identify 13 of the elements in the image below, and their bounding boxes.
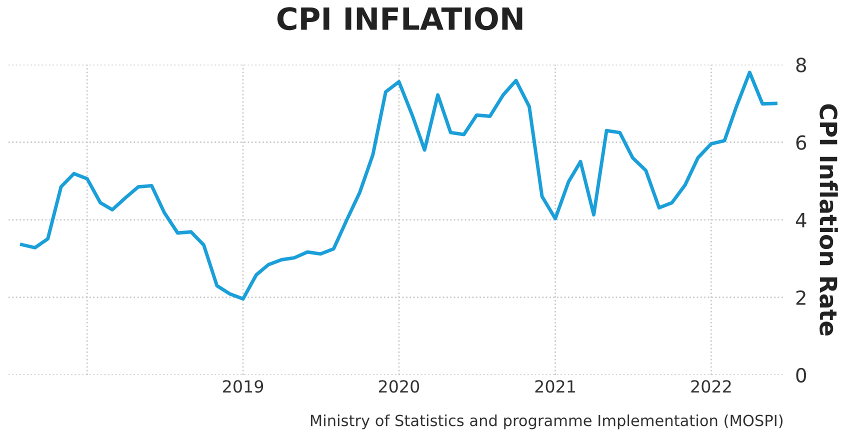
x-tick-label: 2022 <box>691 380 731 393</box>
x-tick-label: 2019 <box>223 380 264 393</box>
chart-title: CPI INFLATION <box>277 7 522 30</box>
text: Ministry of Statistics and programme Implementation (MOSPI) <box>310 414 783 430</box>
x-tick-label: 2021 <box>535 380 575 393</box>
y-tick-label: 8 <box>796 58 806 72</box>
y-tick-label: 4 <box>796 213 806 228</box>
y-tick-label: 2 <box>796 290 806 305</box>
x-tick-label: 2020 <box>378 380 420 393</box>
y-tick-label: 6 <box>796 135 806 150</box>
y-tick-label: 0 <box>796 368 806 383</box>
line-series <box>20 70 778 301</box>
y-axis-title: CPI Inflation Rate <box>820 104 838 336</box>
